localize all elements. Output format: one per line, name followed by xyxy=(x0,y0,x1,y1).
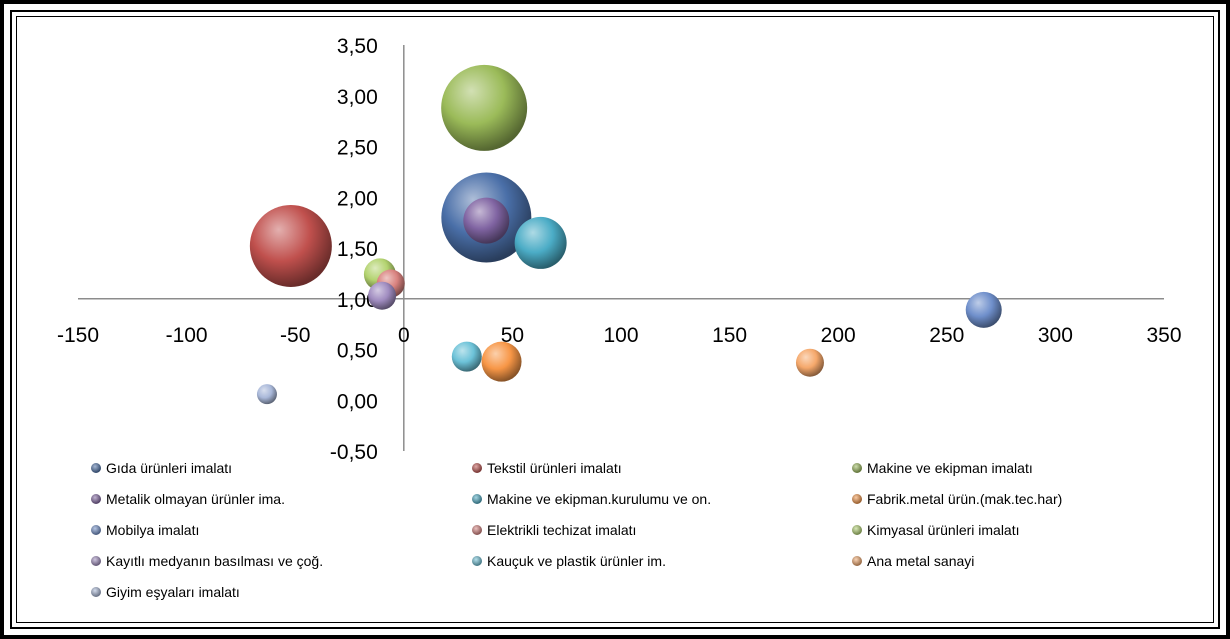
legend-marker xyxy=(91,494,101,504)
legend-marker xyxy=(472,494,482,504)
legend-marker xyxy=(91,463,101,473)
legend-marker xyxy=(852,463,862,473)
legend-label: Elektrikli techizat imalatı xyxy=(487,522,636,538)
x-tick-label: 200 xyxy=(821,324,856,347)
bubble-point xyxy=(441,64,528,151)
y-tick-label: 3,00 xyxy=(337,86,378,109)
x-tick-label: -150 xyxy=(57,324,99,347)
legend-label: Mobilya imalatı xyxy=(106,522,199,538)
y-tick-label: 0,50 xyxy=(337,340,378,363)
y-tick-label: -0,50 xyxy=(330,441,378,464)
x-tick-label: -50 xyxy=(280,324,310,347)
legend-marker xyxy=(472,556,482,566)
x-tick-label: -100 xyxy=(166,324,208,347)
bubble-point xyxy=(481,341,522,382)
y-tick-label: 2,00 xyxy=(337,187,378,210)
legend-marker xyxy=(91,525,101,535)
legend-marker xyxy=(852,556,862,566)
bubble-point xyxy=(965,291,1002,328)
bubble-point xyxy=(256,384,277,405)
x-tick-label: 50 xyxy=(501,324,524,347)
chart-frame-inner xyxy=(10,10,1220,629)
legend-marker xyxy=(472,525,482,535)
legend-label: Ana metal sanayi xyxy=(867,553,974,569)
y-tick-label: 0,00 xyxy=(337,390,378,413)
legend-marker xyxy=(91,556,101,566)
legend-marker xyxy=(852,494,862,504)
y-tick-label: 3,50 xyxy=(337,35,378,58)
legend-label: Makine ve ekipman imalatı xyxy=(867,460,1033,476)
legend-marker xyxy=(852,525,862,535)
y-tick-label: 1,50 xyxy=(337,238,378,261)
bubble-point xyxy=(795,348,824,377)
legend-label: Metalik olmayan ürünler ima. xyxy=(106,491,285,507)
bubble-point xyxy=(249,204,332,287)
y-tick-label: 1,00 xyxy=(337,289,378,312)
legend-label: Fabrik.metal ürün.(mak.tec.har) xyxy=(867,491,1062,507)
legend-label: Kimyasal ürünleri imalatı xyxy=(867,522,1020,538)
axes: -150 -100 -50 0 50 100 150 200 250 300 350 3,50 3,00… xyxy=(57,35,1182,464)
legend-label: Kayıtlı medyanın basılması ve çoğ. xyxy=(106,553,323,569)
bubble-point xyxy=(368,281,397,310)
x-tick-label: 150 xyxy=(712,324,747,347)
bubble-point xyxy=(514,216,567,269)
x-tick-label: 350 xyxy=(1146,324,1181,347)
legend-marker xyxy=(472,463,482,473)
x-tick-label: 100 xyxy=(603,324,638,347)
legend: Gıda ürünleri imalatı Tekstil ürünleri im… xyxy=(91,460,1062,600)
bubble-point xyxy=(451,341,482,372)
legend-label: Kauçuk ve plastik ürünler im. xyxy=(487,553,666,569)
y-tick-label: 2,50 xyxy=(337,137,378,160)
bubbles xyxy=(249,64,1002,405)
x-tick-label: 0 xyxy=(398,324,410,347)
bubble-point xyxy=(463,197,510,244)
x-tick-label: 300 xyxy=(1038,324,1073,347)
chart-frame-inner2 xyxy=(16,16,1214,623)
legend-label: Makine ve ekipman.kurulumu ve on. xyxy=(487,491,711,507)
legend-label: Tekstil ürünleri imalatı xyxy=(487,460,622,476)
x-tick-label: 250 xyxy=(929,324,964,347)
legend-label: Giyim eşyaları imalatı xyxy=(106,584,240,600)
legend-marker xyxy=(91,587,101,597)
legend-label: Gıda ürünleri imalatı xyxy=(106,460,232,476)
